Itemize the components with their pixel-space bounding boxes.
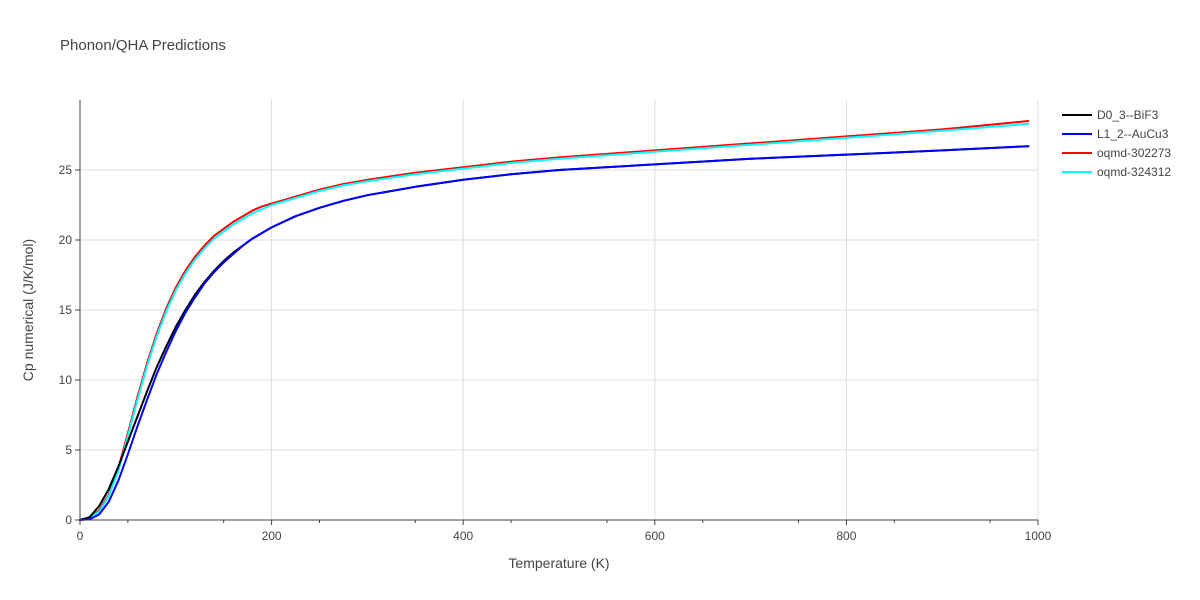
x-tick-label: 400 — [453, 529, 473, 543]
chart-title: Phonon/QHA Predictions — [60, 37, 226, 54]
y-tick-label: 10 — [59, 373, 73, 387]
y-axis-label: Cp numerical (J/K/mol) — [20, 239, 36, 381]
y-tick-label: 25 — [59, 163, 73, 177]
legend-item[interactable]: oqmd-324312 — [1062, 165, 1171, 179]
legend-label: oqmd-324312 — [1097, 165, 1171, 179]
y-tick-labels: 0 5 10 15 20 25 — [59, 163, 73, 527]
legend-item[interactable]: L1_2--AuCu3 — [1062, 127, 1169, 141]
series-line-oqmd-302273 — [79, 120, 1030, 521]
x-tick-label: 1000 — [1025, 529, 1052, 543]
x-axis-label: Temperature (K) — [508, 555, 609, 571]
series-line-oqmd-324312 — [79, 122, 1030, 521]
series-layer — [79, 120, 1030, 521]
legend: D0_3--BiF3 L1_2--AuCu3 oqmd-302273 oqmd-324… — [1062, 108, 1171, 179]
legend-label: D0_3--BiF3 — [1097, 108, 1159, 122]
x-tick-label: 600 — [645, 529, 665, 543]
grid — [80, 100, 1039, 520]
legend-item[interactable]: D0_3--BiF3 — [1062, 108, 1159, 122]
series-line-l1-2-aucu3 — [79, 145, 1030, 521]
x-tick-labels: 0 200 400 600 800 1000 — [77, 529, 1052, 543]
legend-label: oqmd-302273 — [1097, 146, 1171, 160]
y-tick-label: 0 — [65, 513, 72, 527]
x-tick-label: 0 — [77, 529, 84, 543]
legend-label: L1_2--AuCu3 — [1097, 127, 1169, 141]
x-tick-label: 800 — [836, 529, 856, 543]
y-tick-label: 5 — [65, 443, 72, 457]
x-tick-label: 200 — [262, 529, 282, 543]
series-line-d0-3-bif3 — [79, 145, 1030, 521]
y-tick-label: 20 — [59, 233, 73, 247]
legend-item[interactable]: oqmd-302273 — [1062, 146, 1171, 160]
y-tick-label: 15 — [59, 303, 73, 317]
axes — [75, 100, 1039, 525]
